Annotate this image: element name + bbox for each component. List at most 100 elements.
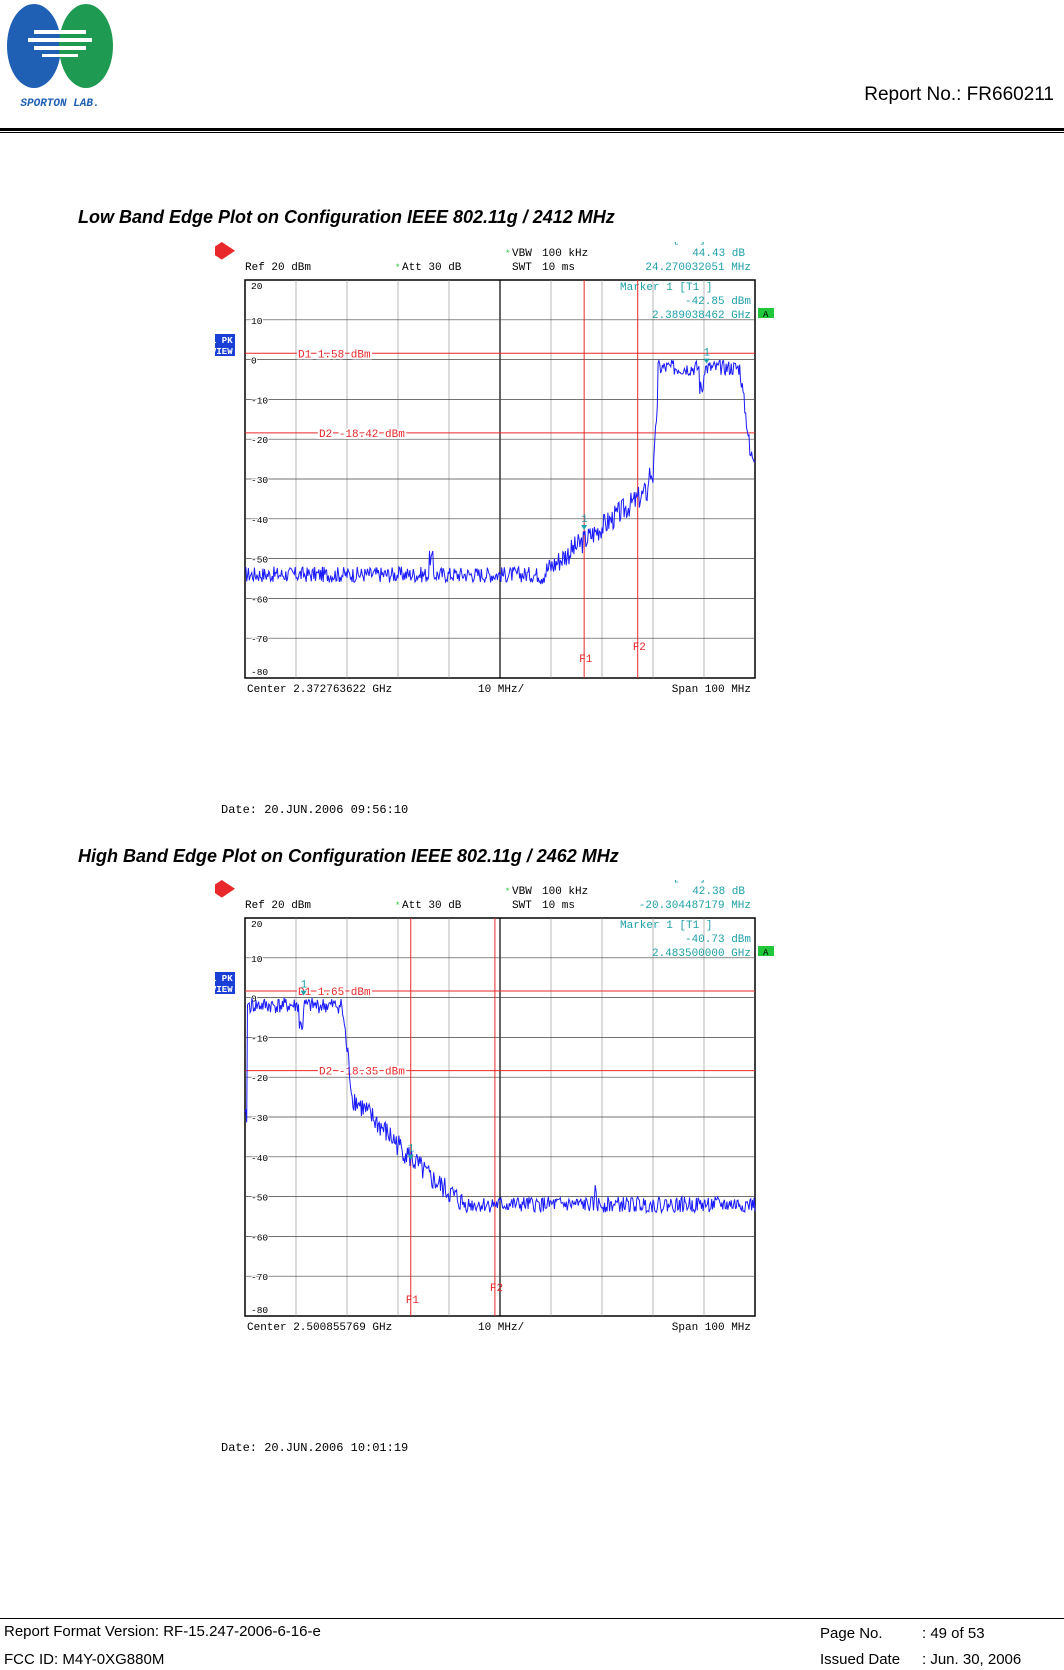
y-tick-label: 10 <box>251 954 263 965</box>
marker-value: -40.73 dBm <box>685 934 751 946</box>
page-no-label: Page No. <box>820 1625 883 1642</box>
a-label: A <box>763 948 769 958</box>
marker-frequency: 2.389038462 GHz <box>652 310 751 322</box>
vbw-value: 100 kHz <box>542 248 588 260</box>
y-tick-label: -20 <box>251 435 268 446</box>
y-tick-label: -20 <box>251 1073 268 1084</box>
y-tick-label: -30 <box>251 1113 268 1124</box>
footer-divider <box>0 1618 1064 1619</box>
spectrum-trace <box>244 358 756 585</box>
y-tick-label: 0 <box>251 994 257 1005</box>
rbw-label: RBW <box>512 880 532 884</box>
marker-1-label: 1 <box>408 1144 415 1156</box>
attenuation: Att 30 dB <box>402 900 462 912</box>
report-number: Report No.: FR660211 <box>864 84 1054 105</box>
y-tick-label: -80 <box>251 1305 268 1316</box>
marker-title: Marker 1 [T1 ] <box>620 920 712 932</box>
delta-value: 44.43 dB <box>692 248 745 260</box>
y-tick-label: -10 <box>251 395 268 406</box>
view-label: VIEW <box>215 347 233 357</box>
delta-marker-label: 1 <box>301 980 308 992</box>
delta-frequency: -20.304487179 MHz <box>639 900 751 912</box>
delta-value: 42.38 dB <box>692 886 745 898</box>
delta-marker-triangle <box>300 990 307 996</box>
att-star: * <box>395 263 400 273</box>
delta-title: Delta 1 [T1 ] <box>620 880 706 884</box>
marker-1-triangle <box>407 1154 414 1160</box>
y-tick-label: 10 <box>251 316 263 327</box>
fcc-id: FCC ID: M4Y-0XG880M <box>4 1651 165 1668</box>
vbw-label: VBW <box>512 248 532 260</box>
a-label: A <box>763 310 769 320</box>
trace-badge <box>209 972 235 994</box>
page-no-value: : 49 of 53 <box>922 1625 985 1642</box>
vbw-star: * <box>505 249 510 259</box>
delta-frequency: 24.270032051 MHz <box>645 262 751 274</box>
swt-label: SWT <box>512 900 532 912</box>
attenuation: Att 30 dB <box>402 262 462 274</box>
marker-title: Marker 1 [T1 ] <box>620 282 712 294</box>
marker-1-triangle <box>581 524 588 530</box>
y-tick-label: -40 <box>251 1153 268 1164</box>
issued-date-label: Issued Date <box>820 1651 901 1668</box>
y-tick-label: -40 <box>251 515 268 526</box>
vbw-value: 100 kHz <box>542 886 588 898</box>
logo-text: SPORTON LAB. <box>20 98 99 110</box>
y-tick-label: -60 <box>251 1232 268 1243</box>
y-tick-label: 0 <box>251 356 257 367</box>
y-tick-label: -70 <box>251 634 268 645</box>
rbw-value: 100 kHz <box>542 880 588 884</box>
y-tick-label: -10 <box>251 1033 268 1044</box>
div-label: 10 MHz/ <box>478 684 524 696</box>
ref-level: Ref 20 dBm <box>245 900 311 912</box>
report-format-version: Report Format Version: RF-15.247-2006-6-… <box>4 1623 321 1640</box>
trace-label: 1 PK <box>215 974 233 984</box>
y-tick-label: -70 <box>251 1272 268 1283</box>
swt-value: 10 ms <box>542 900 575 912</box>
rbw-value: 100 kHz <box>542 242 588 246</box>
plot-2-title: High Band Edge Plot on Configuration IEE… <box>78 846 619 866</box>
rs-logo-icon <box>208 880 235 898</box>
f2-label: F2 <box>633 642 646 654</box>
f2-label: F2 <box>490 1283 503 1295</box>
vbw-label: VBW <box>512 886 532 898</box>
delta-title: Delta 1 [T1 ] <box>620 242 706 246</box>
rbw-star: * <box>505 242 510 245</box>
spectrum-trace <box>244 997 756 1215</box>
plot-1-title: Low Band Edge Plot on Configuration IEEE… <box>78 207 615 227</box>
issued-date-value: : Jun. 30, 2006 <box>922 1651 1022 1668</box>
swt-label: SWT <box>512 262 532 274</box>
plot-1-date: Date: 20.JUN.2006 09:56:10 <box>221 803 409 817</box>
center-frequency: Center 2.372763622 GHz <box>247 684 392 696</box>
span-label: Span 100 MHz <box>672 1322 751 1334</box>
delta-marker-label: 1 <box>704 348 711 360</box>
y-tick-label: -50 <box>251 555 268 566</box>
y-tick-label: -50 <box>251 1193 268 1204</box>
view-label: VIEW <box>215 985 233 995</box>
plot-2-date: Date: 20.JUN.2006 10:01:19 <box>221 1441 409 1455</box>
f1-label: F1 <box>579 654 593 666</box>
y-tick-label: 20 <box>251 919 263 930</box>
y-tick-label: -60 <box>251 594 268 605</box>
marker-frequency: 2.483500000 GHz <box>652 948 751 960</box>
d2-label: D2 -18.42 dBm <box>319 429 405 441</box>
a-badge <box>758 946 774 956</box>
f1-label: F1 <box>406 1295 420 1307</box>
center-frequency: Center 2.500855769 GHz <box>247 1322 392 1334</box>
att-star: * <box>395 901 400 911</box>
delta-marker-triangle <box>703 358 710 364</box>
rs-logo-icon <box>208 242 235 260</box>
header-divider <box>0 128 1064 131</box>
d1-label: D1 1.65 dBm <box>298 987 371 999</box>
d1-label: D1 1.58 dBm <box>298 349 371 361</box>
vbw-star: * <box>505 887 510 897</box>
a-badge <box>758 308 774 318</box>
marker-value: -42.85 dBm <box>685 296 751 308</box>
rbw-label: RBW <box>512 242 532 246</box>
header-divider-thin <box>0 132 1064 133</box>
swt-value: 10 ms <box>542 262 575 274</box>
